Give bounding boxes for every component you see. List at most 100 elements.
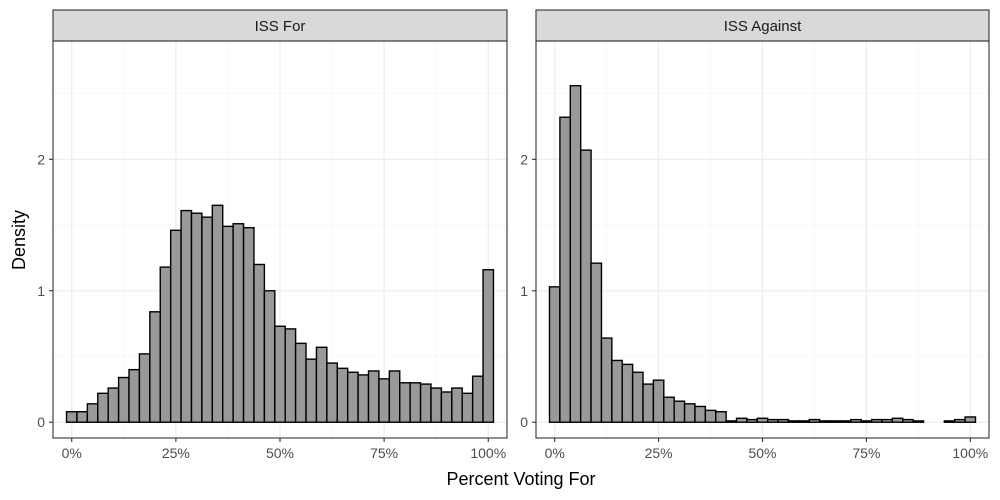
histogram-bar xyxy=(346,371,359,423)
histogram-bar xyxy=(704,409,717,423)
histogram-bar xyxy=(548,286,561,423)
histogram-bar xyxy=(232,223,245,423)
histogram-bar xyxy=(274,325,286,423)
histogram-bar xyxy=(86,403,99,423)
histogram-bar xyxy=(735,417,748,423)
histogram-bar xyxy=(65,411,78,423)
y-tick-label: 0 xyxy=(37,414,45,430)
histogram-bar xyxy=(579,149,592,423)
histogram-bar xyxy=(673,400,686,423)
x-tick-label: 50% xyxy=(266,445,294,461)
histogram-bar xyxy=(305,358,318,423)
histogram-bar xyxy=(378,378,391,423)
histogram-bar xyxy=(222,225,234,423)
histogram-bar xyxy=(201,216,214,423)
histogram-bar xyxy=(559,116,571,423)
y-axis-iss-for: 0 1 2 xyxy=(37,151,53,430)
x-tick-label: 25% xyxy=(645,445,673,461)
histogram-bar xyxy=(621,363,634,423)
histogram-bar xyxy=(683,403,696,423)
histogram-bar xyxy=(943,420,956,423)
histogram-bar xyxy=(461,392,474,423)
bars-iss-against xyxy=(548,84,977,423)
histogram-bar xyxy=(860,420,873,423)
x-tick-label: 75% xyxy=(852,445,880,461)
y-axis-iss-against: 0 1 2 xyxy=(520,151,536,430)
x-tick-label: 0% xyxy=(62,445,82,461)
panel-iss-against: ISS Against xyxy=(535,9,990,439)
histogram-bar xyxy=(902,418,914,423)
histogram-bar xyxy=(367,370,380,423)
histogram-bar xyxy=(652,379,665,423)
histogram-bar xyxy=(725,420,738,423)
x-tick-label: 0% xyxy=(545,445,565,461)
y-tick-label: 2 xyxy=(520,151,528,167)
x-tick-label: 100% xyxy=(952,445,988,461)
histogram-bar xyxy=(471,375,484,423)
histogram-bar xyxy=(715,411,727,423)
histogram-bar xyxy=(180,209,193,423)
histogram-bar xyxy=(107,387,120,423)
histogram-bar xyxy=(850,418,862,423)
y-tick-label: 1 xyxy=(520,283,528,299)
histogram-bar xyxy=(263,290,276,423)
x-axis-iss-against: 0% 25% 50% 75% 100% xyxy=(545,438,988,461)
histogram-bar xyxy=(756,417,769,423)
histogram-bar xyxy=(242,226,255,423)
histogram-bar xyxy=(159,266,172,423)
histogram-bar xyxy=(777,418,790,423)
histogram-bar xyxy=(818,420,831,423)
histogram-bar xyxy=(419,383,432,423)
histogram-bar xyxy=(388,370,401,423)
x-tick-label: 100% xyxy=(470,445,506,461)
histogram-bar xyxy=(253,263,266,423)
x-axis-title: Percent Voting For xyxy=(446,469,595,489)
histogram-bar xyxy=(138,353,151,423)
panel-title-iss-against: ISS Against xyxy=(724,18,802,35)
histogram-bar xyxy=(149,311,161,423)
panel-iss-for: ISS For xyxy=(52,9,508,439)
histogram-bar xyxy=(881,418,894,423)
histogram-bar xyxy=(829,420,842,423)
histogram-bar xyxy=(482,269,495,423)
x-axis-iss-for: 0% 25% 50% 75% 100% xyxy=(62,438,506,461)
histogram-bar xyxy=(399,382,411,423)
histogram-bar xyxy=(642,383,655,423)
histogram-bar xyxy=(451,387,463,423)
histogram-bar xyxy=(631,371,644,423)
y-tick-label: 1 xyxy=(37,283,45,299)
histogram-bar xyxy=(76,411,89,423)
histogram-bar xyxy=(663,396,675,423)
histogram-bar xyxy=(169,229,182,423)
histogram-bar xyxy=(357,374,370,423)
histogram-bar xyxy=(211,204,224,423)
histogram-bar xyxy=(294,342,307,423)
histogram-bar xyxy=(128,368,141,423)
histogram-bar xyxy=(891,417,904,423)
y-tick-label: 2 xyxy=(37,151,45,167)
histogram-bar xyxy=(430,387,443,423)
bars-iss-for xyxy=(65,204,495,423)
histogram-bar xyxy=(839,420,852,423)
histogram-bar xyxy=(746,418,759,423)
histogram-bar xyxy=(590,262,603,423)
histogram-bar xyxy=(569,84,582,423)
histogram-bar xyxy=(190,212,203,423)
histogram-bar xyxy=(440,391,453,423)
grid-lines-iss-against xyxy=(536,41,989,438)
strip-iss-against xyxy=(535,9,990,42)
histogram-bar xyxy=(315,346,328,423)
histogram-bar xyxy=(336,367,349,423)
histogram-bar xyxy=(117,376,130,423)
histogram-bar xyxy=(787,420,800,423)
histogram-bar xyxy=(870,418,883,423)
y-tick-label: 0 xyxy=(520,414,528,430)
x-tick-label: 75% xyxy=(370,445,398,461)
histogram-bar xyxy=(912,420,925,423)
histogram-bar xyxy=(808,418,821,423)
x-tick-label: 25% xyxy=(162,445,190,461)
histogram-bar xyxy=(954,418,966,423)
histogram-bar xyxy=(766,418,779,423)
histogram-bar xyxy=(284,328,297,423)
